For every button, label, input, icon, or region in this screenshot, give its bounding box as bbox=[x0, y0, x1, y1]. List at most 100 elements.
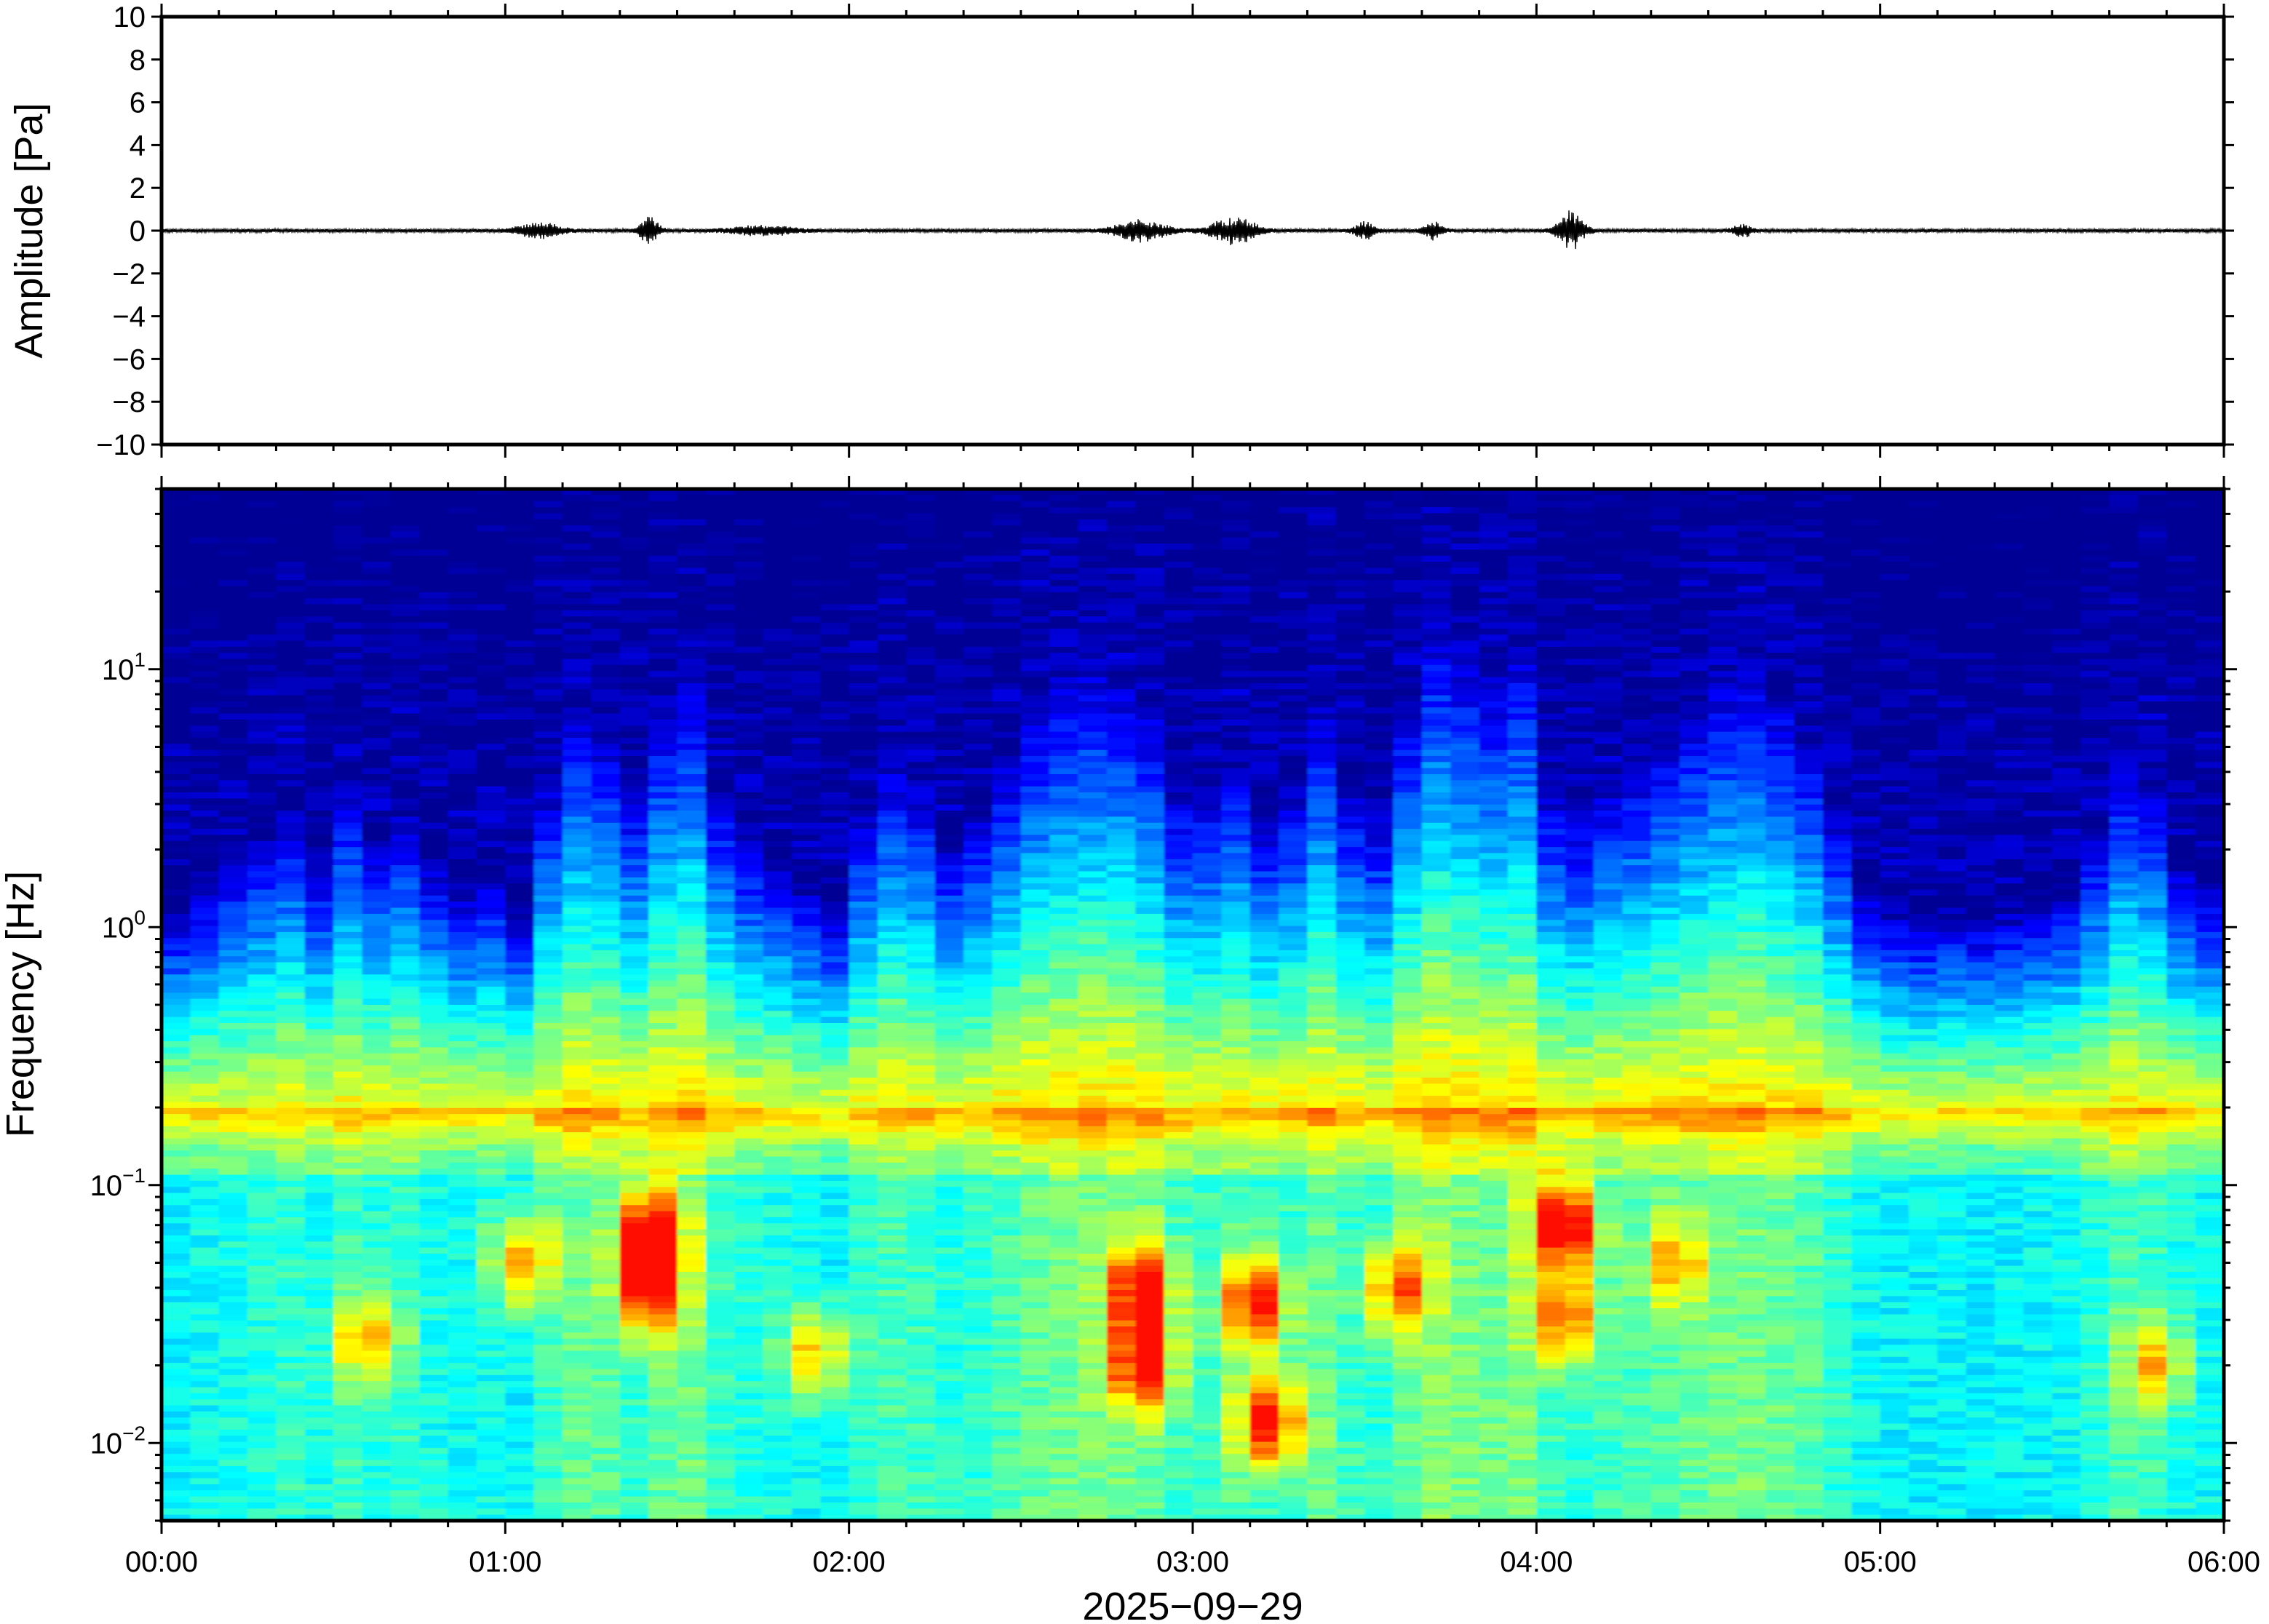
spectrogram-cell bbox=[533, 1302, 563, 1309]
spectrogram-cell bbox=[648, 1405, 678, 1412]
spectrogram-cell bbox=[533, 877, 563, 884]
spectrogram-cell bbox=[162, 1405, 191, 1412]
spectrogram-cell bbox=[505, 1187, 535, 1194]
spectrogram-cell bbox=[820, 1350, 850, 1358]
spectrogram-cell bbox=[878, 622, 907, 629]
spectrogram-cell bbox=[162, 1454, 191, 1461]
spectrogram-cell bbox=[591, 1150, 621, 1158]
spectrogram-cell bbox=[304, 1283, 334, 1291]
spectrogram-cell bbox=[734, 853, 764, 860]
spectrogram-cell bbox=[304, 1332, 334, 1340]
spectrogram-cell bbox=[934, 628, 964, 635]
spectrogram-cell bbox=[705, 531, 736, 538]
spectrogram-cell bbox=[934, 1514, 964, 1521]
spectrogram-cell bbox=[390, 962, 421, 969]
spectrogram-cell bbox=[218, 780, 248, 787]
spectrogram-cell bbox=[304, 1399, 334, 1406]
spectrogram-cell bbox=[734, 998, 764, 1006]
spectrogram-cell bbox=[362, 1345, 392, 1352]
spectrogram-cell bbox=[419, 1065, 449, 1072]
spectrogram-cell bbox=[419, 1029, 449, 1036]
spectrogram-cell bbox=[963, 822, 993, 829]
spectrogram-cell bbox=[505, 756, 535, 763]
spectrogram-cell bbox=[677, 1065, 707, 1072]
spectrogram-cell bbox=[734, 913, 764, 921]
spectrogram-cell bbox=[934, 1144, 964, 1151]
spectrogram-cell bbox=[619, 1405, 649, 1412]
spectrogram-cell bbox=[934, 986, 964, 994]
spectrogram-cell bbox=[591, 822, 621, 829]
spectrogram-cell bbox=[677, 695, 707, 702]
spectrogram-cell bbox=[763, 713, 792, 720]
spectrogram-cell bbox=[362, 1144, 392, 1151]
spectrogram-cell bbox=[218, 853, 248, 860]
spectrogram-cell bbox=[619, 604, 649, 611]
spectrogram-cell bbox=[505, 1441, 535, 1449]
spectrogram-cell bbox=[591, 1217, 621, 1225]
spectrogram-cell bbox=[476, 859, 506, 866]
spectrogram-cell bbox=[276, 829, 306, 836]
spectrogram-cell bbox=[419, 1374, 449, 1382]
spectrogram-cell bbox=[648, 829, 678, 836]
spectrogram-cell bbox=[390, 1387, 421, 1394]
spectrogram-cell bbox=[619, 544, 649, 551]
spectrogram-cell bbox=[218, 1144, 248, 1151]
spectrogram-cell bbox=[963, 926, 993, 933]
spectrogram-cell bbox=[677, 956, 707, 963]
spectrogram-cell bbox=[591, 1114, 621, 1121]
spectrogram-cell bbox=[677, 513, 707, 520]
spectrogram-cell bbox=[476, 1078, 506, 1085]
spectrogram-cell bbox=[218, 628, 248, 635]
spectrogram-cell bbox=[591, 980, 621, 987]
spectrogram-cell bbox=[162, 562, 191, 569]
spectrogram-cell bbox=[734, 695, 764, 702]
spectrogram-cell bbox=[705, 950, 736, 958]
spectrogram-cell bbox=[533, 1071, 563, 1078]
spectrogram-cell bbox=[934, 544, 964, 551]
spectrogram-cell bbox=[162, 1283, 191, 1291]
spectrogram-cell bbox=[934, 1338, 964, 1345]
spectrogram-cell bbox=[878, 962, 907, 969]
spectrogram-cell bbox=[849, 1132, 878, 1139]
spectrogram-cell bbox=[247, 1059, 277, 1067]
spectrogram-cell bbox=[505, 640, 535, 648]
spectrogram-cell bbox=[763, 1114, 792, 1121]
spectrogram-cell bbox=[878, 1429, 907, 1437]
spectrogram-cell bbox=[763, 1265, 792, 1273]
spectrogram-cell bbox=[276, 1314, 306, 1321]
spectrogram-cell bbox=[934, 598, 964, 605]
spectrogram-cell bbox=[849, 1180, 878, 1188]
spectrogram-cell bbox=[390, 1150, 421, 1158]
spectrogram-cell bbox=[476, 1217, 506, 1225]
spectrogram-cell bbox=[934, 835, 964, 842]
spectrogram-cell bbox=[162, 580, 191, 587]
spectrogram-cell bbox=[304, 1253, 334, 1261]
spectrogram-cell bbox=[390, 1126, 421, 1133]
spectrogram-cell bbox=[734, 1363, 764, 1370]
spectrogram-cell bbox=[591, 1223, 621, 1230]
spectrogram-cell bbox=[362, 1174, 392, 1182]
spectrogram-cell bbox=[734, 646, 764, 654]
spectrogram-cell bbox=[505, 634, 535, 642]
spectrogram-cell bbox=[476, 1381, 506, 1388]
spectrogram-cell bbox=[362, 1132, 392, 1139]
spectrogram-cell bbox=[677, 1350, 707, 1358]
spectrogram-cell bbox=[677, 1053, 707, 1060]
spectrogram-cell bbox=[591, 1290, 621, 1297]
spectrogram-cell bbox=[963, 628, 993, 635]
spectrogram-cell bbox=[591, 1047, 621, 1054]
spectrogram-cell bbox=[304, 774, 334, 781]
spectrogram-cell bbox=[333, 1278, 363, 1285]
spectrogram-cell bbox=[533, 762, 563, 769]
spectrogram-cell bbox=[563, 713, 592, 720]
spectrogram-cell bbox=[591, 719, 621, 727]
spectrogram-cell bbox=[247, 1326, 277, 1334]
spectrogram-cell bbox=[820, 682, 850, 690]
spectrogram-cell bbox=[648, 926, 678, 933]
spectrogram-cell bbox=[533, 901, 563, 909]
spectrogram-cell bbox=[390, 938, 421, 945]
spectrogram-cell bbox=[333, 1223, 363, 1230]
spectrogram-cell bbox=[476, 744, 506, 751]
spectrogram-cell bbox=[390, 592, 421, 599]
spectrogram-cell bbox=[448, 1016, 477, 1024]
